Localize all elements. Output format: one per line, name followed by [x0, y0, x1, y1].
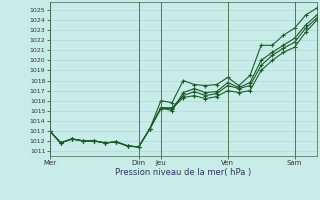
- X-axis label: Pression niveau de la mer( hPa ): Pression niveau de la mer( hPa ): [115, 168, 251, 177]
